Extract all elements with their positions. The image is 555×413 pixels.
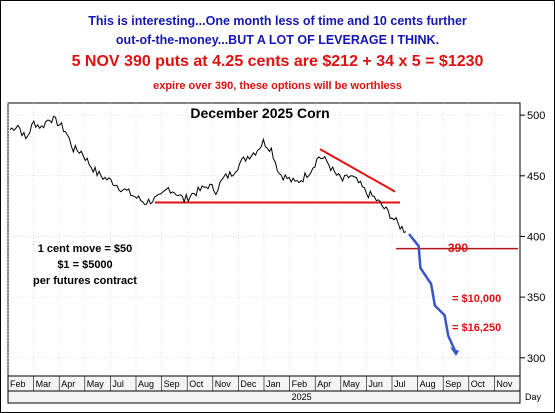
x-tick-label: Jun <box>368 379 383 389</box>
x-tick-label: Dec <box>240 379 257 389</box>
x-tick-label: Apr <box>61 379 75 389</box>
plot-area <box>7 102 521 377</box>
year-axis-band <box>7 390 521 404</box>
price-series <box>9 115 407 234</box>
x-tick-label: Feb <box>292 379 308 389</box>
x-tick-label: Apr <box>317 379 331 389</box>
x-tick-label: Oct <box>189 379 204 389</box>
price-line <box>9 115 407 234</box>
per-contract-note: per futures contract <box>33 275 137 287</box>
dollar-move-note: $1 = $5000 <box>57 259 112 271</box>
resistance-line <box>319 148 396 193</box>
x-tick-label: Sep <box>164 379 180 389</box>
option-cost-line: 5 NOV 390 puts at 4.25 cents are $212 + … <box>71 53 484 70</box>
x-tick-label: Jul <box>394 379 406 389</box>
target-2-label: = $16,250 <box>452 322 501 334</box>
x-tick-label: Nov <box>496 379 513 389</box>
y-tick-label: 450 <box>527 171 545 183</box>
expiry-note-line: expire over 390, these options will be w… <box>153 80 402 92</box>
period-label: Day <box>525 392 542 402</box>
x-tick-label: Jan <box>266 379 281 389</box>
target-1-label: = $10,000 <box>452 293 501 305</box>
y-tick-label: 400 <box>527 231 545 243</box>
cent-move-note: 1 cent move = $50 <box>38 243 132 255</box>
strike-label: 390 <box>448 241 468 255</box>
y-tick-label: 300 <box>527 353 545 365</box>
x-tick-label: Feb <box>10 379 26 389</box>
commentary-line-1: This is interesting...One month less of … <box>88 14 467 28</box>
grid-lines <box>7 103 520 376</box>
y-tick-label: 500 <box>527 110 545 122</box>
trend-lines <box>155 148 518 250</box>
projection-series <box>408 233 459 356</box>
x-tick-label: Aug <box>138 379 154 389</box>
x-tick-label: Mar <box>36 379 52 389</box>
x-axis: Feb Mar Apr May Jul Aug Sep Oct Nov Dec Jan Feb Apr M… <box>7 375 542 404</box>
x-tick-label: Jul <box>112 379 124 389</box>
commentary-line-2: out-of-the-money...BUT A LOT OF LEVERAGE… <box>115 33 440 47</box>
x-tick-label: May <box>343 379 361 389</box>
year-label: 2025 <box>292 392 312 402</box>
projection-arrowhead <box>450 346 459 356</box>
x-tick-label: Oct <box>471 379 486 389</box>
x-tick-label: Sep <box>445 379 461 389</box>
chart-title: December 2025 Corn <box>190 105 329 121</box>
x-tick-label: Nov <box>215 379 232 389</box>
x-tick-label: May <box>87 379 105 389</box>
projection-line <box>408 233 458 354</box>
y-axis: 300 350 400 450 500 <box>520 110 545 365</box>
y-tick-label: 350 <box>527 292 545 304</box>
x-tick-label: Aug <box>420 379 436 389</box>
